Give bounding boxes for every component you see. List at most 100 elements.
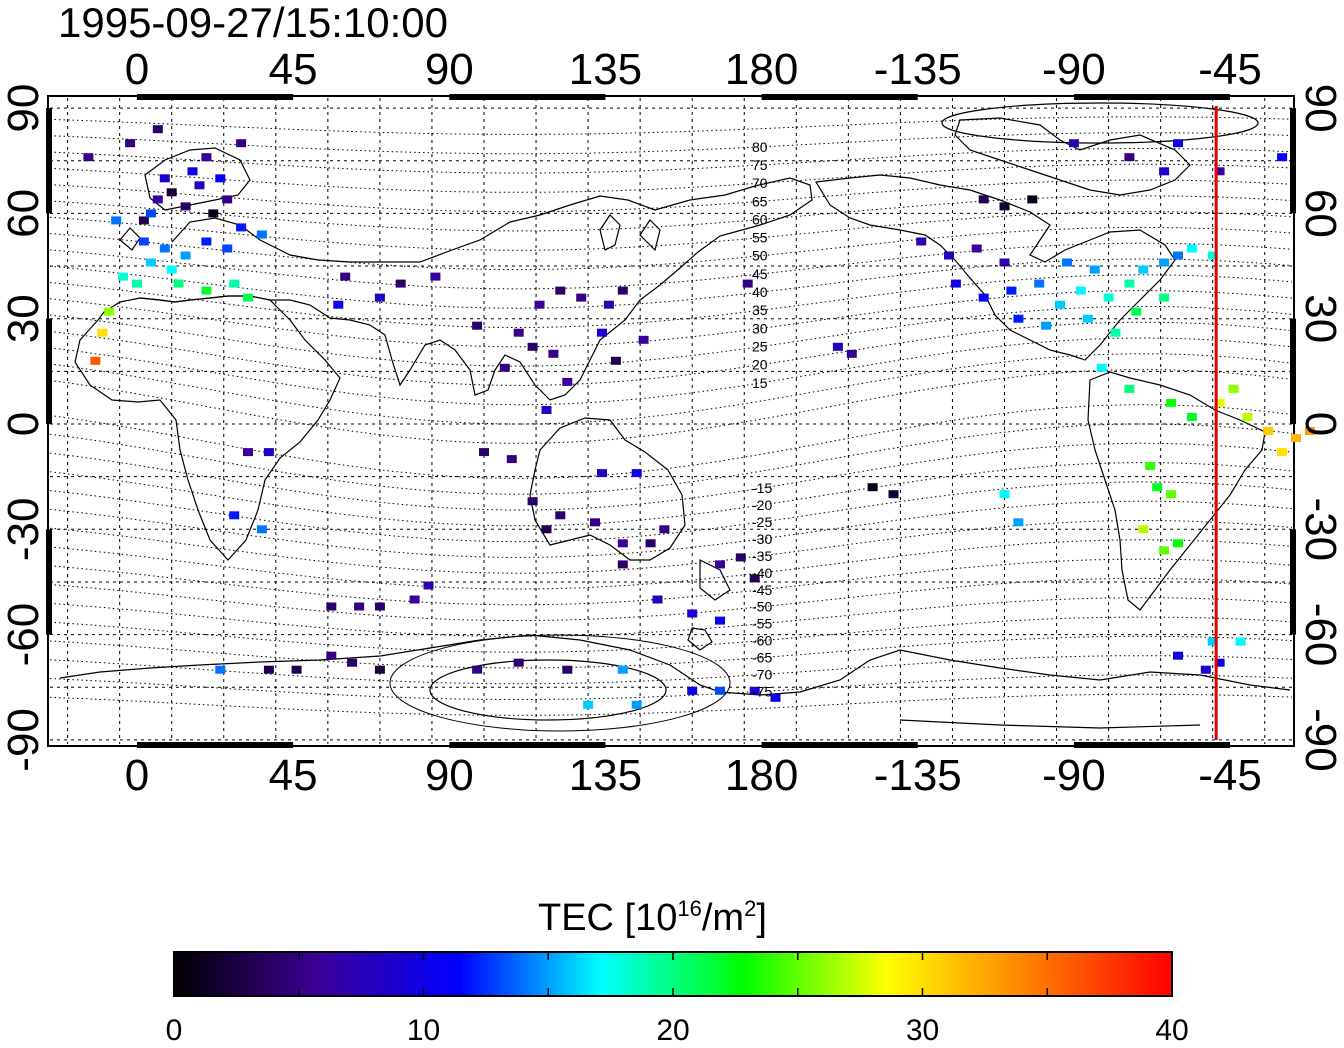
tec-point (159, 244, 170, 253)
tec-point (173, 279, 184, 288)
tec-point (1235, 637, 1246, 646)
tec-point (1166, 490, 1177, 499)
tec-point (354, 602, 365, 611)
contour-label: 25 (752, 339, 768, 355)
colorbar-tick-label: 0 (166, 1014, 183, 1047)
contour-label: -75 (752, 684, 772, 700)
right-lat-label: 90 (1296, 84, 1344, 133)
mag-contour (49, 195, 1293, 232)
top-lon-label: 135 (569, 45, 642, 94)
coastline-path (139, 177, 813, 401)
tec-point (944, 251, 954, 260)
tec-point (1062, 258, 1072, 267)
tec-point (125, 139, 136, 148)
tec-point (1277, 153, 1288, 162)
colorbar-title-sup2: 2 (744, 896, 756, 921)
mag-contour (49, 242, 1293, 290)
tec-point (187, 167, 198, 176)
tec-point (222, 195, 233, 204)
contour-label: -65 (752, 650, 772, 666)
tec-point (118, 272, 129, 281)
bottom-axis-bar (449, 742, 606, 748)
tec-point (479, 448, 489, 457)
bottom-axis-bar (761, 742, 918, 748)
tec-point (132, 279, 142, 288)
tec-point (243, 293, 253, 302)
tec-point (735, 553, 746, 562)
left-lat-label: 60 (0, 189, 48, 238)
tec-point (513, 658, 524, 667)
tec-point (583, 700, 594, 709)
tec-point (527, 497, 538, 506)
tec-point (631, 700, 642, 709)
coastline-path (144, 147, 251, 211)
bottom-lon-label: 0 (125, 751, 149, 800)
contour-labels: 80 75 70 65 60 55 50 45 40 35 30 25 20 15 -15-20-25-30… (752, 139, 772, 700)
top-axis-bar (137, 94, 294, 100)
tec-point (687, 609, 698, 618)
contour-label: -15 (752, 480, 772, 496)
tec-point (749, 686, 760, 695)
right-axis-bar (1290, 108, 1296, 214)
colorbar-tick-label: 30 (906, 1014, 939, 1047)
tec-point (978, 195, 989, 204)
tec-point (742, 279, 753, 288)
contour-label: -30 (752, 531, 772, 547)
tec-point (215, 665, 226, 674)
tec-point (1131, 307, 1142, 316)
tec-point (347, 658, 358, 667)
tec-point (201, 286, 212, 295)
mag-contour (49, 674, 1293, 700)
tec-point (1304, 427, 1315, 435)
contour-label: 20 (752, 357, 768, 373)
bottom-lon-label: -135 (874, 751, 962, 800)
tec-point (208, 209, 219, 218)
coastline-path (954, 117, 1191, 196)
bottom-axis-bar (1073, 742, 1231, 748)
tec-point (83, 153, 94, 162)
tec-point (145, 209, 156, 218)
tec-point (1159, 167, 1170, 176)
top-lon-label: -135 (874, 45, 962, 94)
tec-point (291, 665, 302, 674)
right-lat-label: 60 (1296, 189, 1344, 238)
tec-point (555, 286, 566, 295)
tec-point (1013, 314, 1024, 323)
contour-label: 65 (752, 193, 768, 209)
tec-point (1159, 293, 1170, 302)
tec-point (138, 237, 149, 246)
tec-point (832, 342, 843, 351)
left-lat-label: 90 (0, 84, 48, 133)
mag-contour (49, 693, 1293, 716)
contour-label: -70 (752, 667, 772, 683)
mag-contour (49, 132, 1293, 155)
contour-label: 15 (752, 375, 768, 391)
contour-label: -35 (752, 548, 772, 564)
tec-point (256, 525, 267, 534)
mag-contour (49, 635, 1293, 669)
contour-label: 50 (752, 248, 768, 264)
tec-point (152, 195, 163, 204)
tec-point (1124, 384, 1135, 393)
tec-point (687, 686, 698, 695)
tec-point (1186, 244, 1197, 253)
mag-contour (49, 558, 1293, 606)
tec-point (1027, 195, 1038, 204)
tec-point (1145, 462, 1156, 471)
tec-point (1173, 139, 1183, 148)
right-lat-label: -90 (1296, 708, 1344, 772)
mag-contour (49, 163, 1293, 193)
top-lon-label: -45 (1198, 45, 1262, 94)
tec-point (1055, 300, 1065, 309)
tec-point (610, 356, 621, 365)
tec-point (215, 174, 226, 183)
tec-point (1138, 525, 1149, 534)
tec-point (513, 328, 524, 337)
coastline-path (599, 214, 621, 251)
coastline-path (74, 295, 341, 561)
tec-point (770, 693, 781, 702)
tec-point (576, 293, 587, 302)
mag-contour (49, 258, 1293, 309)
tec-point (1228, 384, 1239, 393)
